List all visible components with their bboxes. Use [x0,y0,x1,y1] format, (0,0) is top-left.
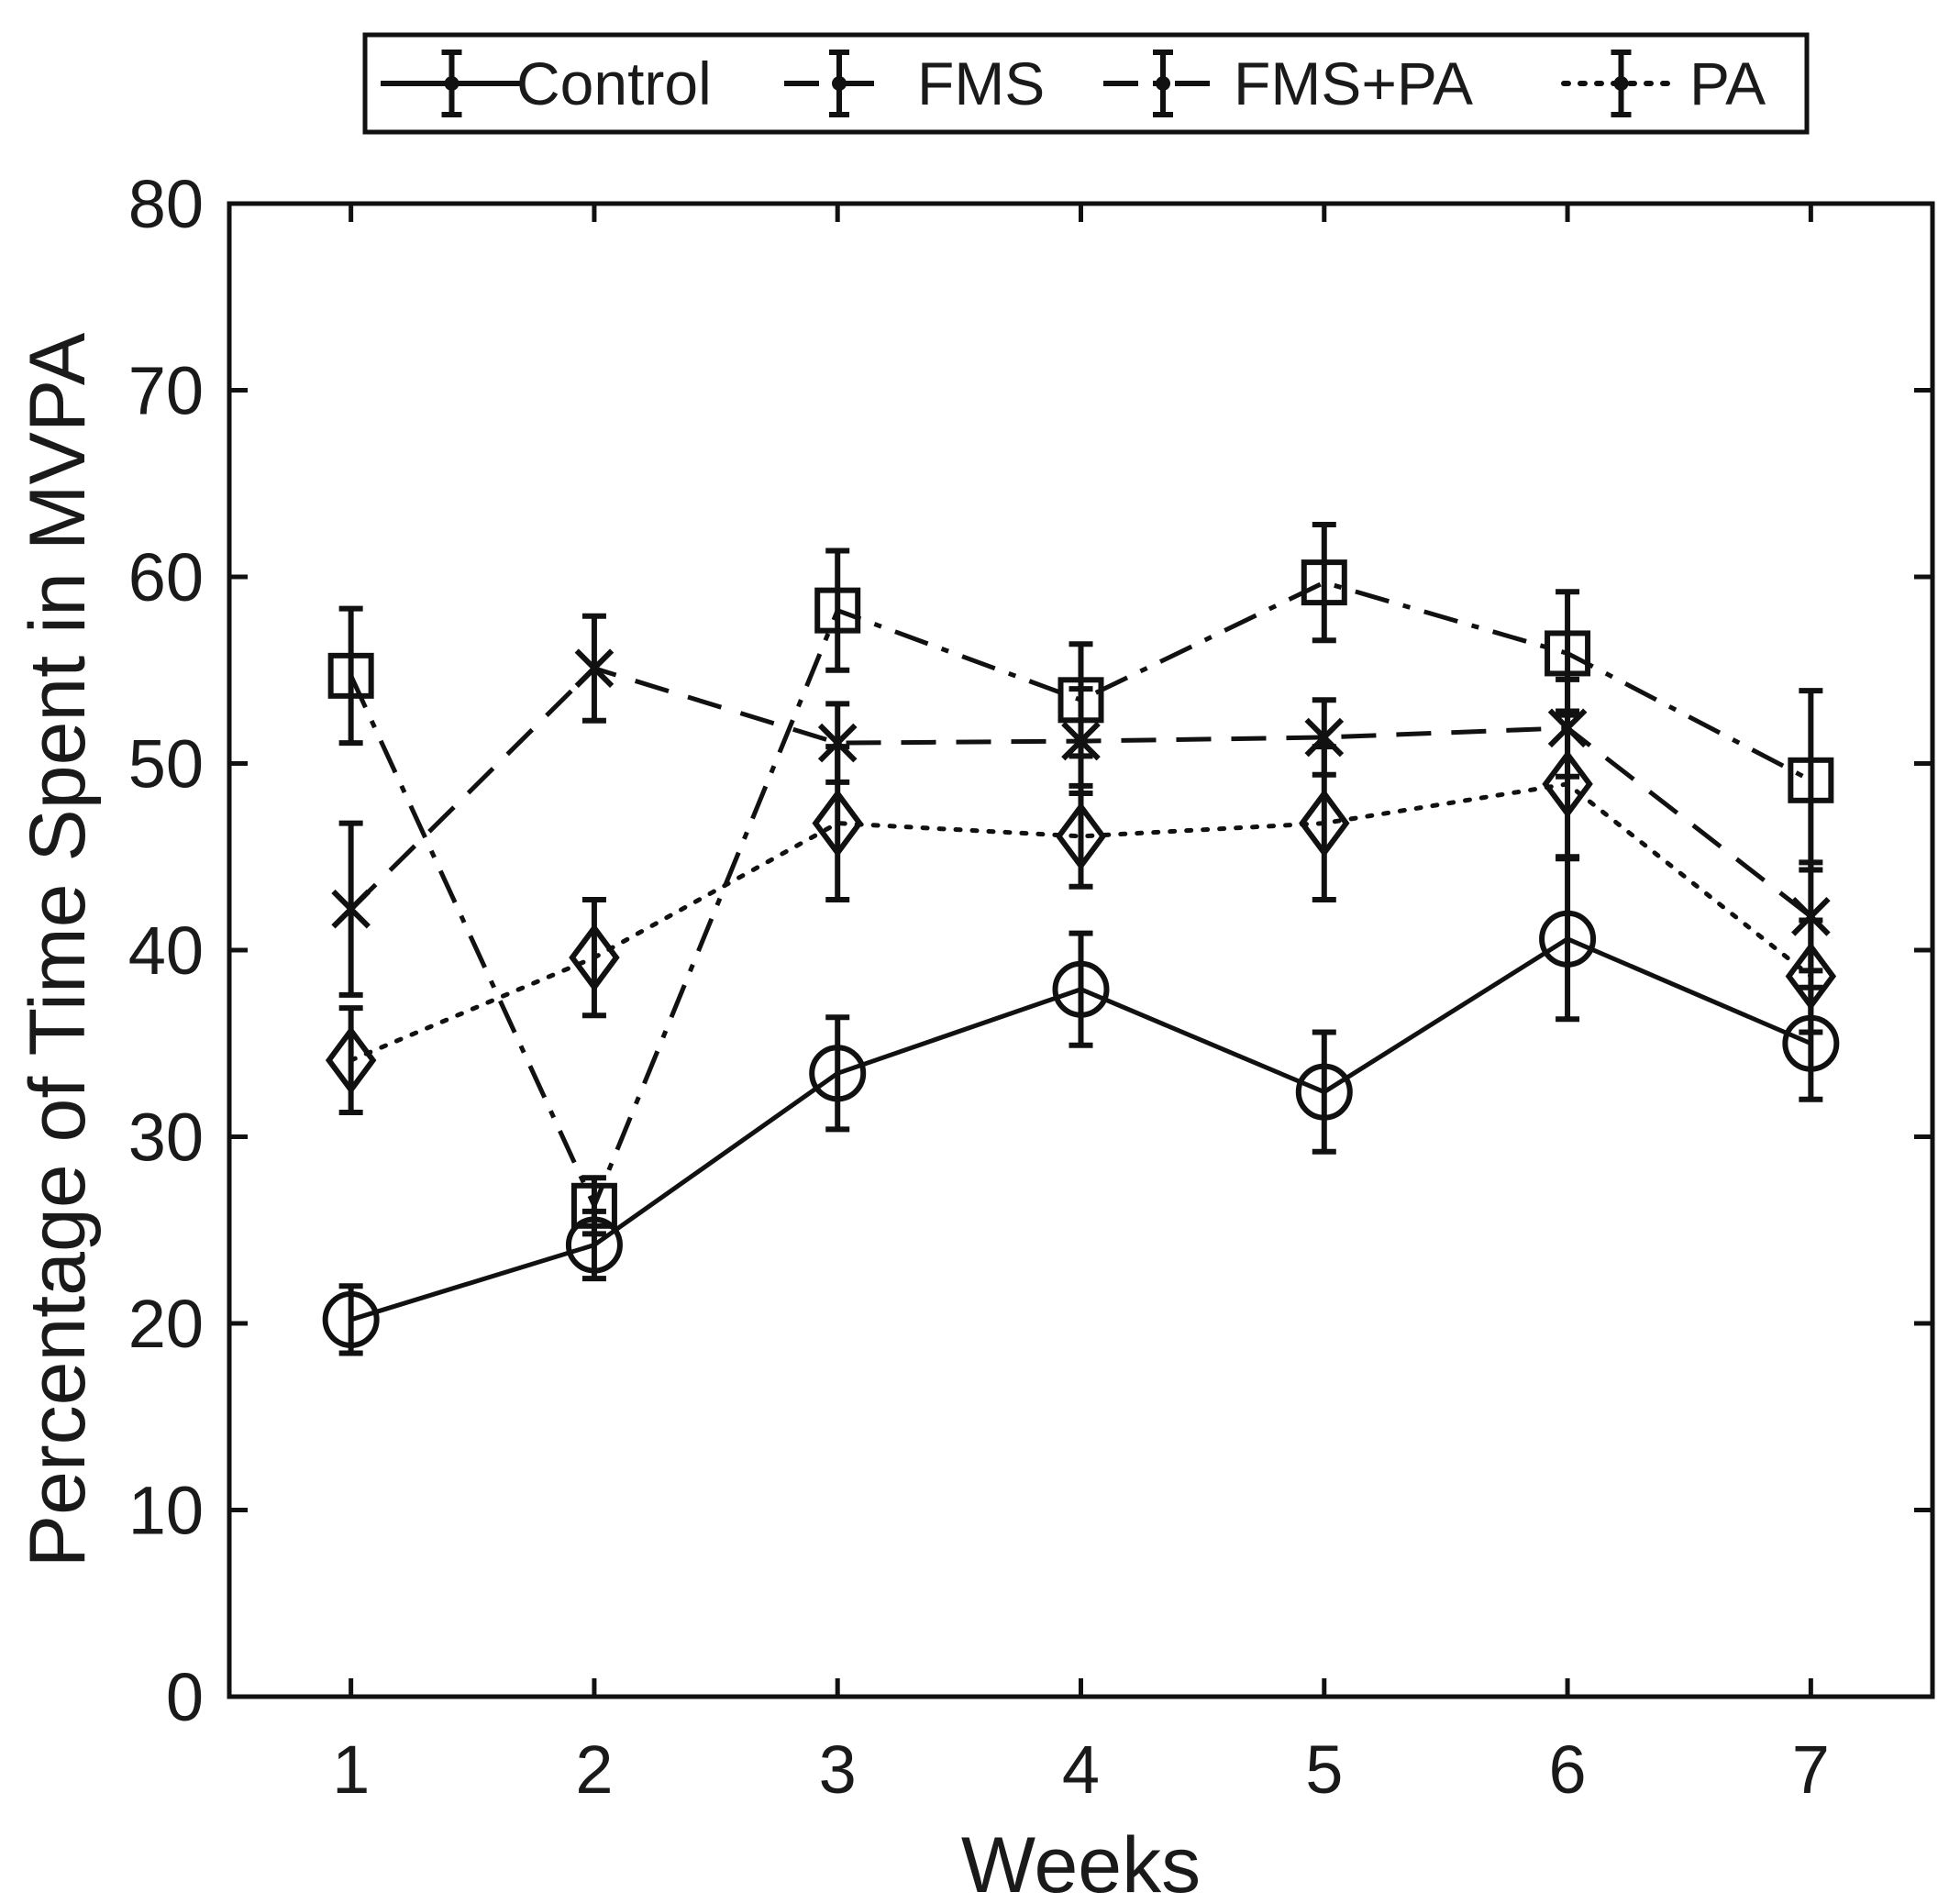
y-tick-label: 0 [166,1659,204,1735]
data-point [1788,757,1834,803]
y-tick-label: 50 [128,726,204,802]
y-tick-label: 40 [128,913,204,989]
y-tick-label: 70 [128,353,204,429]
data-point [1545,630,1591,677]
data-point [1785,942,1837,1011]
y-axis-label: Percentage of Time Spent in MVPA [14,332,102,1567]
series-fms-pa [327,522,1834,1237]
series-pa [325,708,1837,1116]
error-bar [1312,522,1336,644]
data-point [1542,749,1593,819]
axes: 1 2 3 4 5 6 701020304050607080WeeksPercentage … [14,166,1935,1903]
legend-label: Control [516,50,712,117]
legend-marker [832,76,847,91]
x-tick-label: 7 [1792,1732,1830,1808]
error-bar [1556,708,1580,860]
x-tick-label: 3 [819,1732,857,1808]
error-bar [825,1014,850,1133]
x-tick-label: 5 [1305,1732,1343,1808]
legend-marker [444,76,460,91]
x-tick-label: 1 [332,1732,370,1808]
data-point [327,652,374,699]
error-bar [825,548,850,673]
legend-marker [1156,76,1170,91]
data-point [1058,677,1104,724]
data-point [1301,559,1347,606]
error-bar [338,1005,363,1116]
data-point [1299,789,1350,858]
legend-marker [1613,76,1629,91]
x-tick-label: 2 [575,1732,613,1808]
data-point [814,587,861,634]
y-tick-label: 30 [128,1100,204,1176]
data-point [322,1290,380,1348]
y-tick-label: 10 [128,1473,204,1549]
series-control [322,856,1840,1356]
error-bar [581,897,606,1019]
error-bar [825,744,850,903]
x-tick-label: 4 [1062,1732,1100,1808]
data-point [1539,910,1597,968]
error-bar [1069,641,1093,759]
series-layer [322,522,1840,1356]
data-point [325,1025,377,1095]
data-point [812,789,863,858]
data-point [331,889,371,929]
error-bar [1069,930,1093,1048]
legend-label: PA [1689,50,1766,117]
data-point [817,723,858,763]
data-point [1791,897,1831,936]
error-bar [1312,744,1336,903]
legend: Control FMS FMS+PA PA [362,32,1810,135]
data-point [809,1045,867,1102]
data-point [569,923,620,992]
error-bar [338,605,363,747]
legend-label: FMS [917,50,1045,117]
data-point [574,648,615,689]
legend-item-control: Control [381,50,712,117]
error-bar [338,1283,363,1356]
y-tick-label: 60 [128,539,204,615]
legend-item-fms-pa: FMS+PA [1103,50,1473,117]
error-bar [1799,917,1823,1035]
y-tick-label: 80 [128,166,204,242]
legend-item-fms: FMS [784,50,1045,117]
data-point [1052,960,1110,1018]
error-bar [1312,1029,1336,1155]
legend-item-pa: PA [1561,50,1766,117]
data-point [1055,802,1107,871]
x-tick-label: 6 [1548,1732,1586,1808]
legend-label: FMS+PA [1234,50,1473,117]
y-tick-label: 20 [128,1286,204,1362]
data-point [570,1182,617,1229]
x-axis-label: Weeks [961,1821,1201,1903]
error-bar [1799,688,1823,873]
data-point [1295,1063,1353,1121]
